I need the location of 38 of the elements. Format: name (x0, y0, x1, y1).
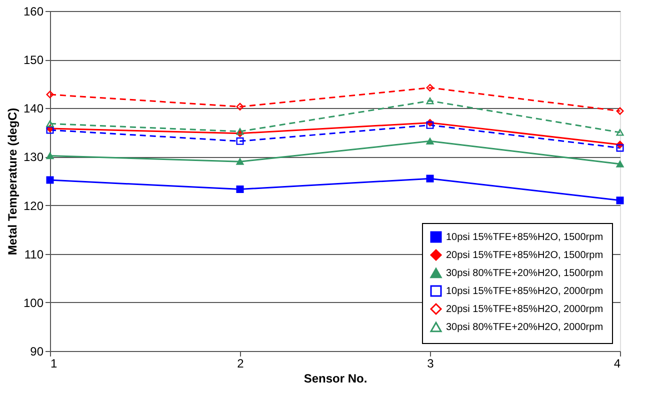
point (426, 138, 434, 145)
point (426, 84, 434, 92)
point (236, 137, 244, 145)
x-tick-label: 4 (614, 356, 621, 370)
x-tick-label: 1 (50, 356, 58, 370)
x-axis-title: Sensor No. (304, 372, 368, 386)
point (46, 90, 54, 98)
x-tick-label: 2 (237, 356, 244, 370)
point (426, 174, 434, 182)
y-tick-label: 150 (23, 53, 44, 68)
y-axis-title: Metal Temperature (degC) (5, 108, 20, 256)
y-tick-label: 140 (23, 102, 44, 116)
point (616, 107, 624, 115)
x-tick-label: 3 (427, 356, 434, 370)
point (46, 176, 54, 184)
point (236, 158, 244, 165)
point (616, 144, 624, 152)
y-tick-label: 160 (23, 4, 44, 18)
point (616, 196, 624, 204)
legend-label: 30psi 80%TFE+20%H2O, 2000rpm (446, 322, 604, 333)
y-tick-label: 120 (23, 198, 44, 213)
y-tick-label: 130 (23, 150, 44, 164)
point (426, 121, 434, 129)
point (236, 128, 244, 135)
point (236, 185, 244, 194)
point (616, 129, 624, 136)
point (46, 120, 54, 128)
legend-label: 20psi 15%TFE+85%H2O, 1500rpm (446, 250, 604, 261)
y-tick-label: 110 (24, 247, 44, 262)
point (616, 160, 624, 168)
y-tick-label: 100 (23, 296, 44, 310)
legend-label: 20psi 15%TFE+85%H2O, 2000rpm (446, 304, 604, 315)
point (426, 98, 434, 104)
legend-label: 10psi 15%TFE+85%H2O, 1500rpm (446, 232, 604, 243)
legend-label: 30psi 80%TFE+20%H2O, 1500rpm (446, 268, 604, 279)
point (236, 102, 244, 110)
legend-label: 10psi 15%TFE+85%H2O, 2000rpm (446, 286, 604, 297)
y-tick-label: 90 (30, 344, 44, 358)
